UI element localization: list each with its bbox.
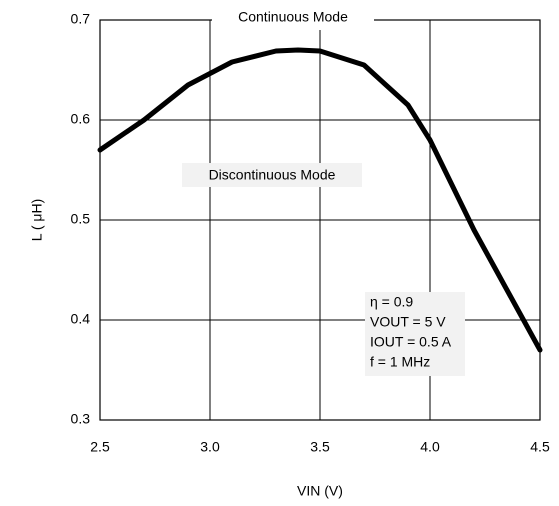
annotation: η = 0.9 [370, 294, 413, 310]
annotation: Continuous Mode [238, 9, 348, 25]
marks: 0.3 0.4 0.5 0.6 0.7 2.5 3.0 3.5 4.0 4.5 [71, 11, 550, 455]
annotation: Discontinuous Mode [209, 167, 336, 183]
annotation: IOUT = 0.5 A [370, 334, 452, 350]
y-tick-label: 0.7 [71, 11, 91, 27]
x-axis-label: VIN (V) [297, 483, 343, 499]
y-tick-label: 0.5 [71, 211, 91, 227]
y-tick-label: 0.6 [71, 111, 91, 127]
x-tick-label: 3.5 [310, 439, 330, 455]
x-tick-label: 4.5 [530, 439, 550, 455]
annotations: Continuous Mode Discontinuous Mode η = 0… [182, 8, 465, 376]
y-axis-label: L ( μH) [29, 199, 45, 242]
data-line [97, 47, 543, 353]
label-bg [182, 163, 362, 187]
x-tick-label: 3.0 [200, 439, 220, 455]
label-bg [212, 8, 374, 30]
annotation: f = 1 MHz [370, 354, 430, 370]
y-tick-label: 0.3 [71, 411, 91, 427]
annotation: VOUT = 5 V [370, 314, 446, 330]
x-tick-label: 2.5 [90, 439, 110, 455]
x-tick-label: 4.0 [420, 439, 440, 455]
y-tick-label: 0.4 [71, 311, 91, 327]
label-bg [365, 292, 465, 376]
